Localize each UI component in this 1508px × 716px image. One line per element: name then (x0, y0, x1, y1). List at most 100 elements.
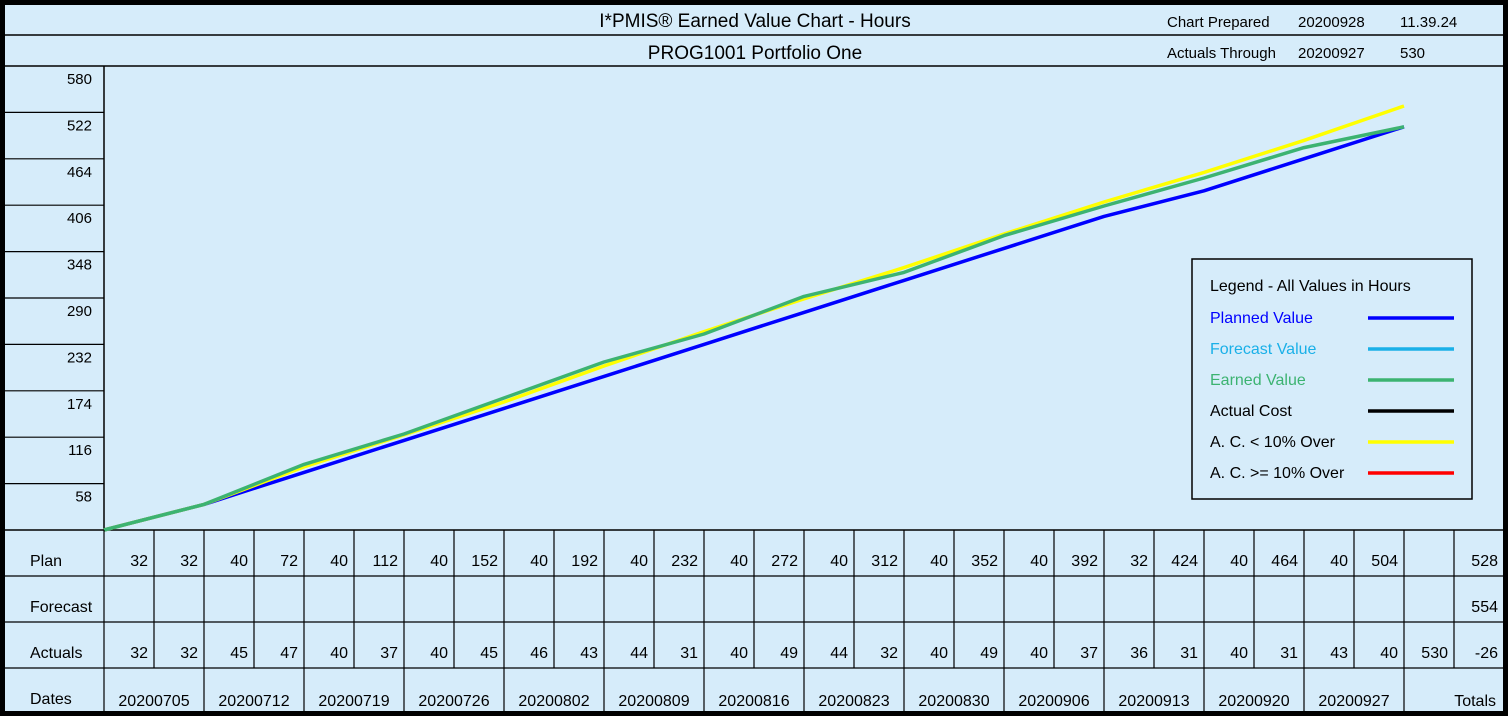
legend-item-label: Forecast Value (1210, 341, 1317, 358)
y-tick-label: 174 (67, 396, 92, 413)
table-cell-plan: 40 (1030, 553, 1048, 570)
table-date-cell: 20200726 (418, 693, 489, 710)
chart-title: I*PMIS® Earned Value Chart - Hours (599, 11, 910, 32)
table-date-cell: 20200927 (1318, 693, 1389, 710)
table-cell-plan: 232 (671, 553, 698, 570)
y-tick-label: 522 (67, 117, 92, 134)
y-tick-label: 406 (67, 210, 92, 227)
table-cell-actuals: 32 (130, 645, 148, 662)
table-date-cell: 20200802 (518, 693, 589, 710)
table-cell-actuals: 36 (1130, 645, 1148, 662)
table-cell-actuals: 32 (180, 645, 198, 662)
table-cell-plan: 32 (130, 553, 148, 570)
table-date-cell: 20200906 (1018, 693, 1089, 710)
table-date-cell: 20200712 (218, 693, 289, 710)
table-cell-plan: 40 (630, 553, 648, 570)
legend-item-label: A. C. >= 10% Over (1210, 465, 1345, 482)
table-cell-plan: 40 (530, 553, 548, 570)
table-cell-plan: 272 (771, 553, 798, 570)
table-date-cell: 20200830 (918, 693, 989, 710)
table-cell-plan: 32 (180, 553, 198, 570)
chart-prepared-time: 11.39.24 (1400, 14, 1457, 31)
actuals-through-date: 20200927 (1298, 45, 1365, 62)
table-date-cell: 20200705 (118, 693, 189, 710)
actuals-through-label: Actuals Through (1167, 45, 1276, 62)
table-cell-plan: 40 (730, 553, 748, 570)
table-date-cell: 20200816 (718, 693, 789, 710)
table-row-label: Actuals (30, 645, 82, 662)
table-cell-plan: 464 (1271, 553, 1298, 570)
table-cell-actuals: 40 (1230, 645, 1248, 662)
table-cell-actuals: 49 (780, 645, 798, 662)
y-tick-label: 116 (68, 442, 92, 459)
table-cell-plan: 40 (1330, 553, 1348, 570)
y-axis: 580 522 464 406 348 290 232 174 116 58 (4, 71, 104, 506)
table-cell-plan: 32 (1130, 553, 1148, 570)
table-cell-actuals: 37 (380, 645, 398, 662)
y-tick-label: 290 (67, 303, 92, 320)
table-date-cell: 20200809 (618, 693, 689, 710)
table-cell-actuals: 44 (630, 645, 648, 662)
table-cell-actuals: 47 (280, 645, 298, 662)
table-cell-actuals: 530 (1421, 645, 1448, 662)
legend-item-label: Earned Value (1210, 372, 1306, 389)
table-cell-actuals: 40 (330, 645, 348, 662)
table-cell-actuals: 44 (830, 645, 848, 662)
table-date-cell: 20200913 (1118, 693, 1189, 710)
table-cell-plan: 312 (871, 553, 898, 570)
legend-item-label: Actual Cost (1210, 403, 1292, 420)
table-date-cell: 20200823 (818, 693, 889, 710)
legend-title: Legend - All Values in Hours (1210, 278, 1411, 295)
table-cell-plan: 40 (930, 553, 948, 570)
table-cell-plan: 40 (330, 553, 348, 570)
table-date-cell: 20200920 (1218, 693, 1289, 710)
table-cell-plan: 392 (1071, 553, 1098, 570)
table-cell-plan: 352 (971, 553, 998, 570)
legend: Legend - All Values in Hours Planned Val… (1191, 258, 1473, 500)
y-tick-label: 58 (75, 489, 92, 506)
actuals-through-value: 530 (1400, 45, 1425, 62)
table-cell-plan: 424 (1171, 553, 1198, 570)
data-table: Plan Forecast Actuals Dates 32 32 40 72 40 112 40 1… (4, 530, 1505, 712)
table-cell-actuals: 49 (980, 645, 998, 662)
chart-subtitle: PROG1001 Portfolio One (648, 43, 862, 64)
table-cell-actuals: -26 (1475, 645, 1498, 662)
y-tick-label: 348 (67, 257, 92, 274)
chart-prepared-date: 20200928 (1298, 14, 1365, 31)
table-cell-actuals: 46 (530, 645, 548, 662)
table-cell-actuals: 45 (480, 645, 498, 662)
table-cell-forecast: 554 (1471, 599, 1498, 616)
table-cell-actuals: 45 (230, 645, 248, 662)
table-row-label: Forecast (30, 599, 93, 616)
series-line-earned-value (103, 125, 1405, 532)
table-cell-plan: 40 (430, 553, 448, 570)
series-line-planned-value (103, 125, 1405, 532)
table-cell-actuals: 40 (930, 645, 948, 662)
table-cell-actuals: 40 (430, 645, 448, 662)
table-cell-actuals: 31 (680, 645, 698, 662)
y-tick-label: 464 (67, 164, 92, 181)
table-totals-label: Totals (1454, 693, 1496, 710)
legend-item-label: Planned Value (1210, 310, 1313, 327)
table-cell-plan: 112 (372, 553, 398, 570)
table-cell-plan: 72 (280, 553, 298, 570)
table-row-label: Plan (30, 553, 62, 570)
table-cell-plan: 504 (1371, 553, 1398, 570)
table-cell-actuals: 37 (1080, 645, 1098, 662)
table-cell-actuals: 43 (580, 645, 598, 662)
table-cell-plan: 40 (830, 553, 848, 570)
table-cell-plan: 152 (471, 553, 498, 570)
table-cell-actuals: 31 (1180, 645, 1198, 662)
table-row-label: Dates (30, 691, 72, 708)
table-cell-actuals: 40 (1380, 645, 1398, 662)
table-cell-plan: 40 (230, 553, 248, 570)
table-cell-actuals: 32 (880, 645, 898, 662)
y-tick-label: 232 (67, 349, 92, 366)
table-cell-actuals: 40 (730, 645, 748, 662)
table-cell-plan: 40 (1230, 553, 1248, 570)
table-cell-actuals: 40 (1030, 645, 1048, 662)
table-cell-plan: 192 (571, 553, 598, 570)
table-cell-actuals: 31 (1280, 645, 1298, 662)
table-date-cell: 20200719 (318, 693, 389, 710)
